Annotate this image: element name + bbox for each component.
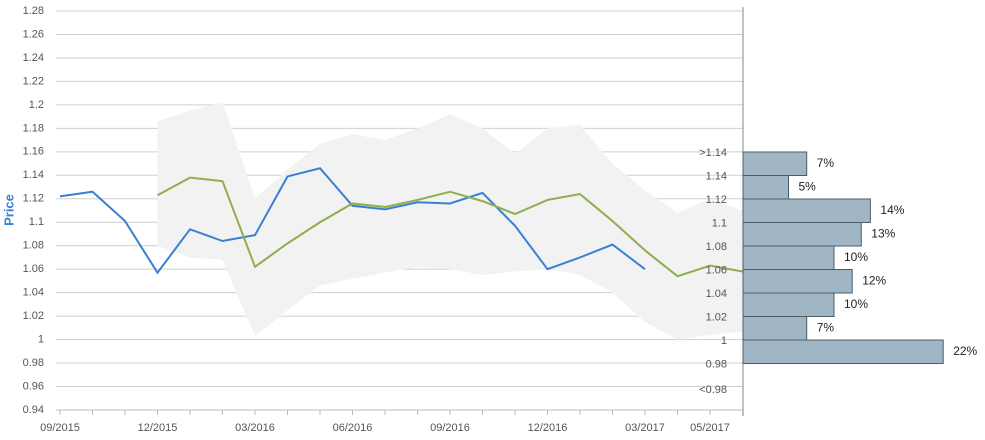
- x-tick-label: 05/2017: [690, 422, 730, 434]
- histogram-bar: [742, 339, 944, 364]
- histogram-label: 1.12: [706, 194, 727, 206]
- y-tick-label: 0.98: [23, 357, 44, 369]
- y-tick-label: 1.1: [29, 216, 44, 228]
- x-tick-label: 09/2016: [430, 422, 470, 434]
- y-tick-label: 1.26: [23, 28, 44, 40]
- y-tick-label: 1.18: [23, 122, 44, 134]
- x-tick-label: 03/2016: [235, 422, 275, 434]
- histogram-bar: [742, 198, 871, 223]
- y-tick-label: 0.94: [23, 404, 44, 416]
- histogram-value-label: 10%: [844, 297, 868, 311]
- y-tick-label: 1.14: [23, 169, 44, 181]
- x-tick-label: 03/2017: [625, 422, 665, 434]
- histogram-label: 1.14: [706, 170, 727, 182]
- histogram-label: 1.04: [706, 288, 727, 300]
- histogram-value-label: 22%: [953, 344, 977, 358]
- histogram-value-label: 7%: [817, 156, 835, 170]
- histogram-value-label: 14%: [880, 203, 904, 217]
- y-tick-label: 0.96: [23, 380, 44, 392]
- y-tick-label: 1.16: [23, 146, 44, 158]
- histogram-bar: [742, 269, 853, 294]
- histogram-label: >1.14: [699, 147, 727, 159]
- y-axis-title: Price: [1, 194, 16, 226]
- histogram-label: 0.98: [706, 358, 727, 370]
- range-band: [157, 102, 743, 340]
- line-series: [157, 176, 743, 278]
- y-tick-label: 1.28: [23, 5, 44, 17]
- line-series: [59, 167, 646, 275]
- histogram-bar: [742, 316, 808, 341]
- y-tick-label: 1.22: [23, 75, 44, 87]
- y-tick-label: 1.12: [23, 193, 44, 205]
- y-tick-label: 1: [38, 333, 44, 345]
- y-tick-label: 1.24: [23, 52, 44, 64]
- histogram-label: 1.1: [712, 217, 727, 229]
- histogram-label: 1: [721, 335, 727, 347]
- histogram-bar: [742, 151, 808, 176]
- y-tick-label: 1.2: [29, 99, 44, 111]
- histogram-value-label: 12%: [862, 273, 886, 287]
- y-tick-label: 1.04: [23, 287, 44, 299]
- y-tick-label: 1.02: [23, 310, 44, 322]
- x-tick-label: 12/2016: [528, 422, 568, 434]
- x-tick-label: 06/2016: [333, 422, 373, 434]
- histogram-label: 1.08: [706, 241, 727, 253]
- histogram-value-label: 10%: [844, 250, 868, 264]
- histogram-label: 1.06: [706, 264, 727, 276]
- histogram-bar: [742, 292, 835, 317]
- y-tick-label: 1.06: [23, 263, 44, 275]
- histogram-value-label: 5%: [799, 179, 817, 193]
- histogram-bar: [742, 245, 835, 270]
- histogram-label: <0.98: [699, 384, 727, 396]
- x-tick-label: 12/2015: [138, 422, 178, 434]
- x-tick-label: 09/2015: [40, 422, 80, 434]
- histogram-label: 1.02: [706, 311, 727, 323]
- histogram-bar: [742, 222, 862, 247]
- histogram-bar: [742, 175, 789, 200]
- y-tick-label: 1.08: [23, 240, 44, 252]
- histogram-value-label: 13%: [871, 226, 895, 240]
- histogram-value-label: 7%: [817, 320, 835, 334]
